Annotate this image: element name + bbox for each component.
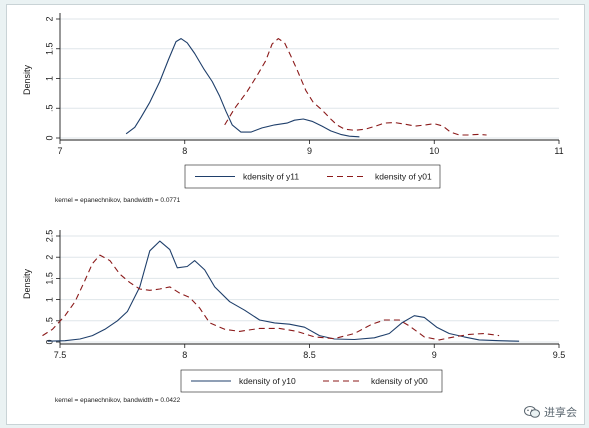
legend-label: kdensity of y10 [239, 376, 296, 386]
chart-2: 0 .5 1 1.5 2 2.5 7.5 8 8.5 9 9.5 Density kdensity of… [22, 230, 565, 404]
y-tick-label: .5 [44, 317, 54, 325]
x-tick-label: 8 [182, 350, 187, 360]
y-tick-label: 2 [44, 16, 54, 21]
legend-label: kdensity of y01 [375, 172, 432, 182]
x-tick-label: 9 [307, 146, 312, 156]
x-tick-label: 9 [432, 350, 437, 360]
y-tick-label: 1 [44, 76, 54, 81]
kernel-note: kernel = epanechnikov, bandwidth = 0.077… [55, 197, 181, 204]
x-tick-label: 11 [554, 146, 563, 156]
y-axis-label: Density [22, 268, 32, 299]
chart-1: 0 .5 1 1.5 2 7 8 9 10 11 Density kdensity of y11 kde… [22, 13, 564, 204]
y-tick-label: 1.5 [44, 42, 54, 55]
kernel-note: kernel = epanechnikov, bandwidth = 0.042… [55, 397, 181, 404]
series-line-2 [224, 38, 487, 136]
plot-area [60, 230, 559, 342]
series-line-2 [42, 254, 500, 341]
x-tick-label: 9.5 [553, 350, 566, 360]
legend-label: kdensity of y00 [371, 376, 428, 386]
x-tick-label: 7 [57, 146, 62, 156]
y-axis-label: Density [22, 64, 32, 95]
watermark-text: 进享会 [544, 406, 577, 419]
y-tick-label: 0 [44, 339, 54, 344]
legend-label: kdensity of y11 [243, 172, 299, 182]
legend-box [184, 164, 441, 189]
y-tick-label: 2 [44, 255, 54, 260]
y-tick-label: .5 [44, 104, 54, 112]
x-tick-label: 7.5 [54, 350, 67, 360]
series-line-1 [47, 240, 520, 342]
x-tick-label: 10 [429, 146, 439, 156]
y-tick-label: 2.5 [44, 230, 54, 243]
y-tick-label: 1 [44, 297, 54, 302]
y-tick-label: 1.5 [44, 272, 54, 285]
y-tick-label: 0 [44, 135, 54, 140]
legend-box [180, 369, 443, 393]
x-tick-label: 8 [182, 146, 187, 156]
series-line-1 [125, 38, 360, 138]
wechat-icon [524, 406, 540, 418]
watermark: 进享会 [524, 404, 577, 420]
plot-area [60, 13, 559, 138]
x-tick-label: 8.5 [303, 350, 316, 360]
